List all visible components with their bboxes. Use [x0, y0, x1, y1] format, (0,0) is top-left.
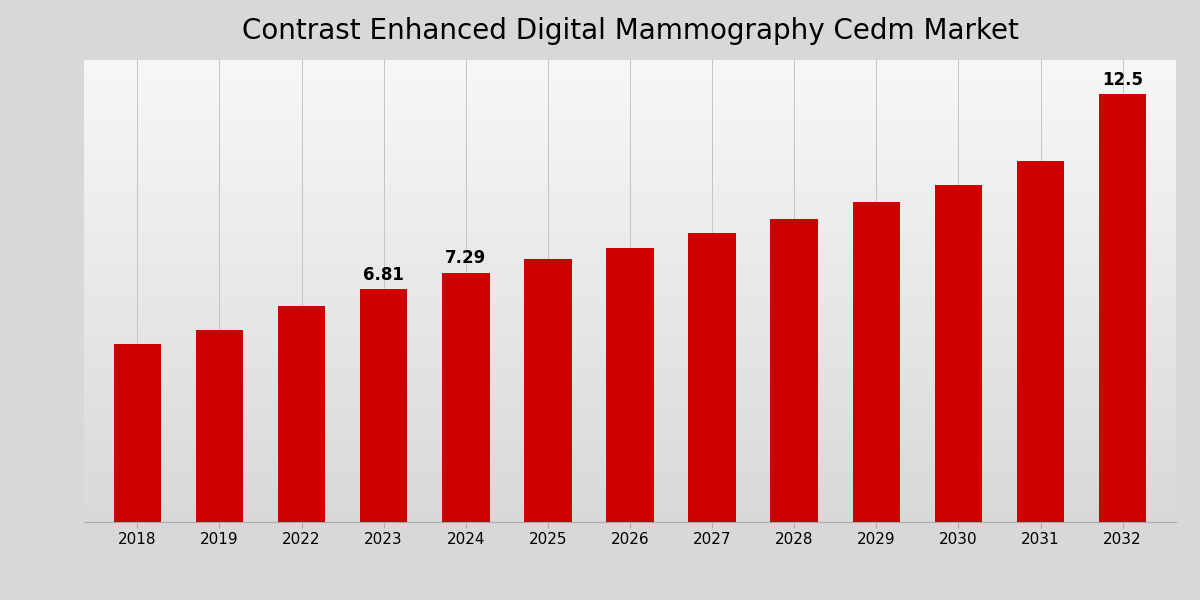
Bar — [1099, 94, 1146, 522]
Bar — [277, 307, 325, 522]
Bar — [114, 344, 161, 522]
Text: 6.81: 6.81 — [364, 266, 404, 284]
Bar — [442, 272, 490, 522]
Bar — [1016, 161, 1064, 522]
Bar — [935, 185, 983, 522]
Text: 12.5: 12.5 — [1102, 71, 1144, 89]
Bar — [770, 219, 818, 522]
Bar — [196, 331, 244, 522]
Bar — [360, 289, 408, 522]
Bar — [606, 248, 654, 522]
Bar — [689, 233, 736, 522]
Text: 7.29: 7.29 — [445, 250, 486, 268]
Bar — [524, 259, 571, 522]
Title: Contrast Enhanced Digital Mammography Cedm Market: Contrast Enhanced Digital Mammography Ce… — [241, 17, 1019, 45]
Bar — [852, 202, 900, 522]
